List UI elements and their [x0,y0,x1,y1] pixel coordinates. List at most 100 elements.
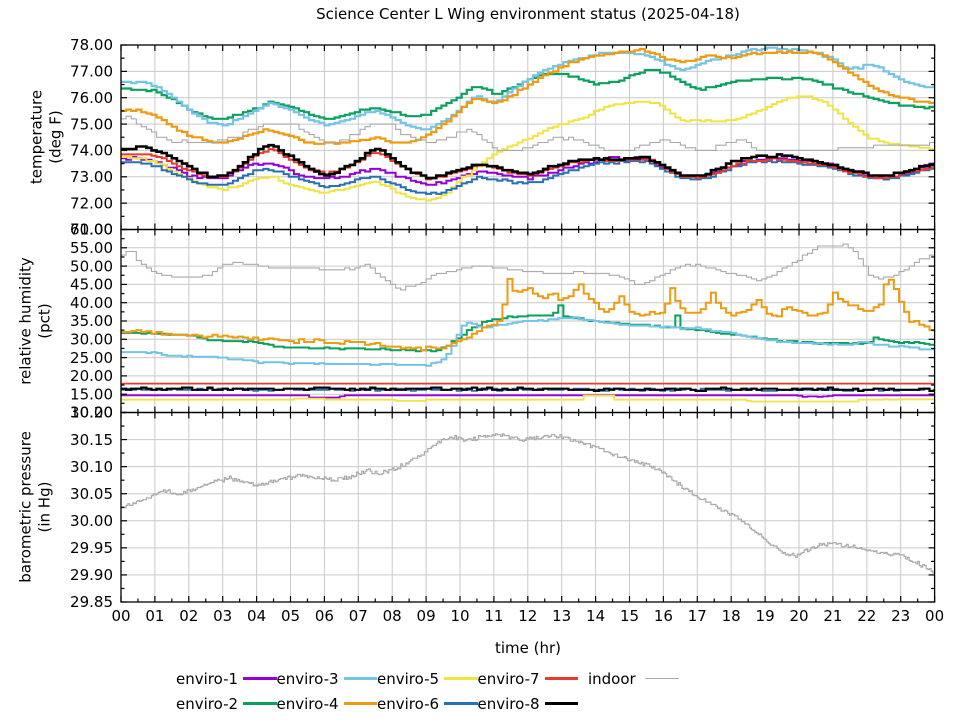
x-tick-label: 10 [450,607,469,625]
y-tick-label: 30.20 [70,404,113,422]
legend-swatch [544,677,578,680]
series-0-enviro-4 [121,47,935,145]
x-tick-label: 14 [586,607,605,625]
y-tick-label: 45.00 [70,276,113,294]
legend-item-indoor: indoor [578,666,679,691]
x-tick-label: 08 [383,607,402,625]
x-tick-label: 17 [688,607,707,625]
legend-swatch [444,677,478,680]
legend-item-enviro-2: enviro-2 [176,691,277,716]
y-tick-label: 20.00 [70,367,113,385]
legend-swatch [644,677,679,680]
x-tick-label: 02 [179,607,198,625]
legend-swatch [343,702,377,705]
series-0-enviro-2 [121,68,935,120]
y-tick-label: 35.00 [70,312,113,330]
legend-label: enviro-4 [276,694,339,713]
y-tick-label: 78.00 [70,36,113,54]
legend-item-enviro-4: enviro-4 [276,691,377,716]
x-tick-label: 06 [315,607,334,625]
panel-1: 60.0055.0050.0045.0040.0035.0030.0025.00… [70,221,936,422]
legend-swatch [544,702,578,705]
legend-item-enviro-5: enviro-5 [377,666,478,691]
y-tick-label: 73.00 [70,168,113,186]
y-tick-label: 29.90 [70,566,113,584]
legend-item-enviro-7: enviro-7 [477,666,578,691]
chart-title: Science Center L Wing environment status… [316,5,740,23]
series-1-indoor [121,243,935,291]
legend-label: enviro-1 [176,669,239,688]
x-tick-label: 05 [281,607,300,625]
x-tick-label: 15 [620,607,639,625]
x-tick-label: 13 [552,607,571,625]
series-0-enviro-5 [121,95,935,202]
x-tick-label: 11 [484,607,503,625]
series-0-enviro-8 [121,143,935,180]
legend-swatch [343,677,377,680]
series-1-enviro-3 [121,316,935,367]
legend-swatch [243,702,277,705]
y-tick-label: 29.85 [70,593,113,611]
x-tick-label: 23 [891,607,910,625]
legend: enviro-1 enviro-2 enviro-3 enviro-4 enviro-5… [176,666,679,716]
y-tick-label: 30.15 [70,431,113,449]
y-tick-label: 10.00 [70,404,113,422]
x-tick-label: 00 [111,607,130,625]
y-tick-label: 29.95 [70,539,113,557]
legend-swatch [243,677,277,680]
legend-label: indoor [587,669,636,688]
y-tick-label: 75.00 [70,115,113,133]
panel-0: 78.00 77.00 76.00 75.00 74.00 73.00 72.00 71.00 [70,36,936,239]
series-1-enviro-5 [121,394,935,403]
y-tick-label: 30.00 [70,331,113,349]
y-tick-label: 15.00 [70,385,113,403]
y-tick-label: 76.00 [70,89,113,107]
legend-item-enviro-1: enviro-1 [176,666,277,691]
legend-label: enviro-3 [276,669,339,688]
series-1-enviro-1 [121,394,935,399]
legend-label: enviro-6 [377,694,440,713]
legend-label: enviro-5 [377,669,440,688]
series-1-enviro-8 [121,386,935,392]
x-axis-title: time (hr) [494,639,562,657]
x-tick-label: 01 [145,607,164,625]
series-0-enviro-3 [121,46,935,131]
x-tick-label: 18 [722,607,741,625]
legend-item-enviro-8: enviro-8 [477,691,578,716]
x-tick-label: 07 [349,607,368,625]
panel-2: 30.20 30.15 30.10 30.05 30.00 29.95 29.90 29.85 [70,404,936,611]
x-tick-label: 21 [823,607,842,625]
x-tick-label: 16 [654,607,673,625]
series-0-enviro-6 [121,160,935,195]
y-tick-label: 77.00 [70,63,113,81]
y-tick-label: 74.00 [70,142,113,160]
x-tick-label: 00 [925,607,944,625]
y-tick-label: 60.00 [70,221,113,239]
series-1-enviro-4 [121,277,935,352]
y-tick-label: 72.00 [70,194,113,212]
x-tick-label: 19 [756,607,775,625]
x-tick-label: 04 [247,607,266,625]
y-tick-label: 40.00 [70,294,113,312]
y-tick-label: 25.00 [70,349,113,367]
x-tick-label: 03 [213,607,232,625]
series-0-indoor [121,115,935,151]
legend-item-enviro-3: enviro-3 [276,666,377,691]
y-tick-label: 30.00 [70,512,113,530]
series-2-indoor [121,433,935,574]
legend-swatch [444,702,478,705]
legend-label: enviro-2 [176,694,239,713]
x-tick-label: 09 [417,607,436,625]
y-tick-label: 55.00 [70,239,113,257]
legend-item-enviro-6: enviro-6 [377,691,478,716]
legend-label: enviro-7 [477,669,540,688]
x-tick-label: 20 [789,607,808,625]
y-tick-label: 71.00 [70,221,113,239]
y-tick-label: 30.10 [70,458,113,476]
x-tick-label: 12 [518,607,537,625]
y-tick-label: 50.00 [70,257,113,275]
legend-label: enviro-8 [477,694,540,713]
x-tick-label: 22 [857,607,876,625]
